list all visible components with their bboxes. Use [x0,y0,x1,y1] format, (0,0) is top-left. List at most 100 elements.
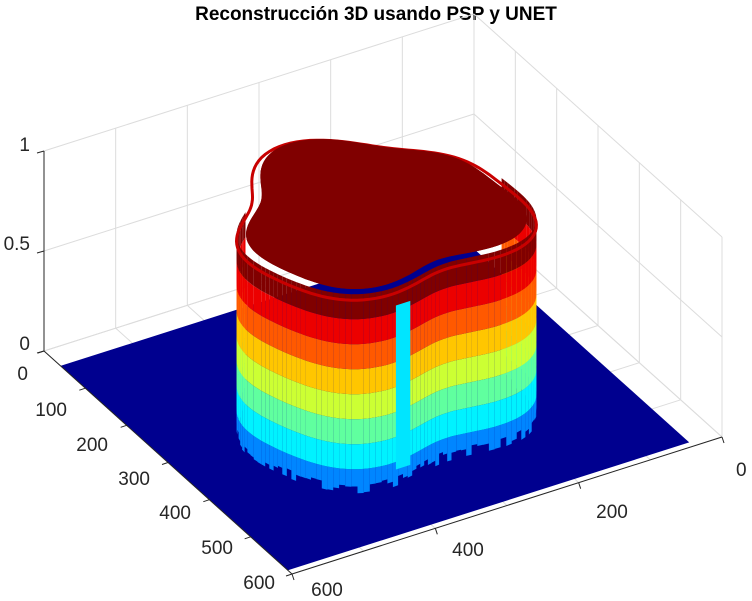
surface-face [247,405,251,434]
surface-face [273,322,278,350]
surface-face [500,248,507,275]
surface-face [439,289,443,316]
surface-face [477,429,483,446]
surface-face [525,410,529,432]
surface-face [431,267,436,294]
surface-face [305,410,311,438]
surface-face [412,352,417,380]
surface-face [291,380,297,407]
surface-face [535,347,537,376]
surface-face [351,469,358,487]
surface-face [244,403,248,431]
surface-face [244,378,248,406]
surface-face [500,398,507,425]
surface-face [261,415,266,443]
surface-face [296,432,301,459]
surface-face [528,257,532,286]
surface-face [357,368,364,395]
surface-face [240,397,243,426]
surface-face [535,247,537,276]
surface-face [333,342,340,369]
surface-face [253,386,258,414]
surface-face [420,323,425,351]
surface-face [381,339,388,367]
surface-face [261,365,266,393]
surface-face [240,297,243,326]
surface-face [439,364,443,391]
surface-face [477,279,483,306]
surface-face [431,342,436,369]
surface-face [447,261,452,288]
y-axis-ticks: 0 100 200 300 400 500 600 [17,364,275,594]
surface-face [435,315,440,343]
surface-face [416,425,421,453]
surface-face [439,264,443,291]
x-axis-ticks: 0 200 400 600 [311,460,746,601]
surface-face [420,423,425,451]
surface-face [451,335,457,362]
surface-face [395,300,411,470]
surface-face [247,355,251,384]
surface-face [461,358,467,385]
surface-face [357,393,364,420]
surface-face [316,388,322,416]
surface-face [461,433,467,451]
surface-face [250,308,254,336]
surface-face [443,387,448,415]
surface-face [387,363,393,390]
surface-face [244,353,248,381]
surface-face [296,357,301,384]
z-tick-mark [36,150,45,154]
z-tick-mark [36,250,45,254]
surface-face [305,335,311,363]
surface-face [506,370,512,398]
surface-face [447,436,452,462]
surface-face [282,451,287,477]
surface-face [412,327,417,355]
surface-face [286,428,292,456]
surface-face [247,330,251,359]
surface-face [345,318,352,345]
surface-face [253,286,258,314]
surface-face [494,424,501,449]
x-axis-line [291,436,723,575]
surface-face [427,294,432,321]
surface-face [531,253,534,282]
surface-face [277,324,283,352]
surface-face [300,358,306,386]
surface-face [381,414,388,442]
surface-face [339,293,346,319]
surface-face [424,371,428,398]
surface-face [286,353,292,381]
surface-face [456,409,461,436]
surface-face [483,353,489,380]
y-tick-label: 300 [118,469,150,490]
surface-face [273,372,278,400]
surface-face [500,323,507,350]
surface-face [412,427,417,455]
surface-face [244,253,248,281]
surface-face [273,447,278,468]
surface-face [471,355,478,382]
surface-face [253,311,258,339]
surface-face [321,340,328,367]
surface-face [357,343,364,370]
surface-face [488,301,495,329]
surface-face [242,375,245,404]
surface-face [381,464,388,481]
surface-face [305,360,311,388]
surface-face [451,385,457,412]
surface-face [525,285,529,314]
surface-face [533,275,536,304]
surface-face [339,418,346,444]
surface-face [333,292,340,319]
surface-face [305,285,311,313]
surface-face [257,288,262,316]
surface-face [305,460,311,480]
surface-face [494,249,501,277]
surface-face [321,440,328,467]
surface-face [439,339,443,366]
surface-face [363,368,370,394]
surface-face [269,370,274,398]
surface-face [305,385,311,413]
